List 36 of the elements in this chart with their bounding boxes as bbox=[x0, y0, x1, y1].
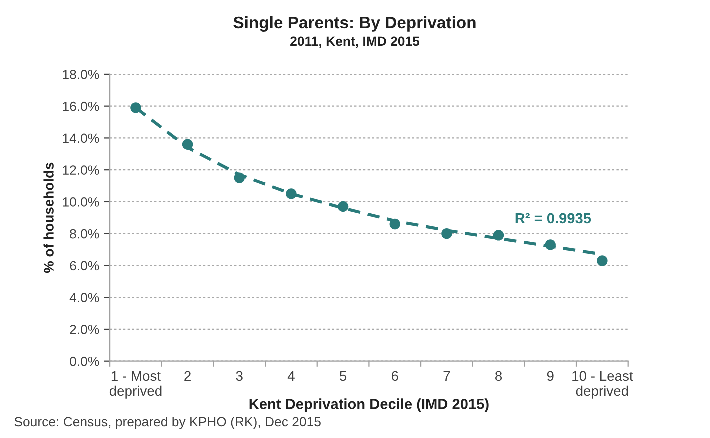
y-tick-label: 10.0% bbox=[63, 198, 100, 207]
x-tick-label: 6 bbox=[392, 371, 398, 382]
point bbox=[182, 139, 194, 150]
x-tick-label: 5 bbox=[340, 371, 347, 382]
y-tick-label: 16.0% bbox=[63, 102, 100, 112]
x-tick-label: 7 bbox=[444, 371, 450, 381]
source-note: Source: Census, prepared by KPHO (RK), Dec 2015 bbox=[14, 416, 321, 430]
x-axis-title: Kent Deprivation Decile (IMD 2015) bbox=[250, 398, 489, 412]
point bbox=[286, 188, 297, 200]
chart-title: Single Parents: By Deprivation bbox=[234, 16, 476, 32]
point bbox=[390, 218, 400, 230]
y-tick-label: 8.0% bbox=[70, 229, 100, 239]
y-axis-title: % of households bbox=[44, 162, 54, 274]
chart-subtitle: 2011, Kent, IMD 2015 bbox=[290, 36, 420, 48]
x-tick-label: 2 bbox=[184, 371, 191, 381]
point bbox=[545, 240, 556, 250]
annotation: R² = 0.9935 bbox=[516, 213, 592, 224]
point bbox=[493, 230, 504, 241]
x-tick-label: 10 - Least deprived bbox=[572, 371, 634, 399]
y-tick-label: 18.0% bbox=[63, 70, 100, 80]
y-tick-label: 12.0% bbox=[63, 166, 100, 175]
point bbox=[234, 172, 245, 184]
x-tick-label: 4 bbox=[288, 371, 295, 381]
point bbox=[597, 256, 608, 266]
y-tick-label: 14.0% bbox=[63, 134, 100, 144]
x-tick-label: 8 bbox=[496, 371, 502, 382]
point bbox=[130, 102, 142, 114]
point bbox=[338, 201, 349, 212]
y-tick-label: 4.0% bbox=[70, 293, 100, 303]
y-tick-label: 0.0% bbox=[70, 356, 100, 366]
x-tick-label: 3 bbox=[236, 371, 243, 382]
x-tick-label: 9 bbox=[547, 371, 554, 382]
y-tick-label: 2.0% bbox=[70, 325, 100, 334]
y-tick-label: 6.0% bbox=[70, 261, 100, 271]
point bbox=[442, 228, 452, 240]
x-tick-label: 1 - Most deprived bbox=[110, 371, 162, 399]
